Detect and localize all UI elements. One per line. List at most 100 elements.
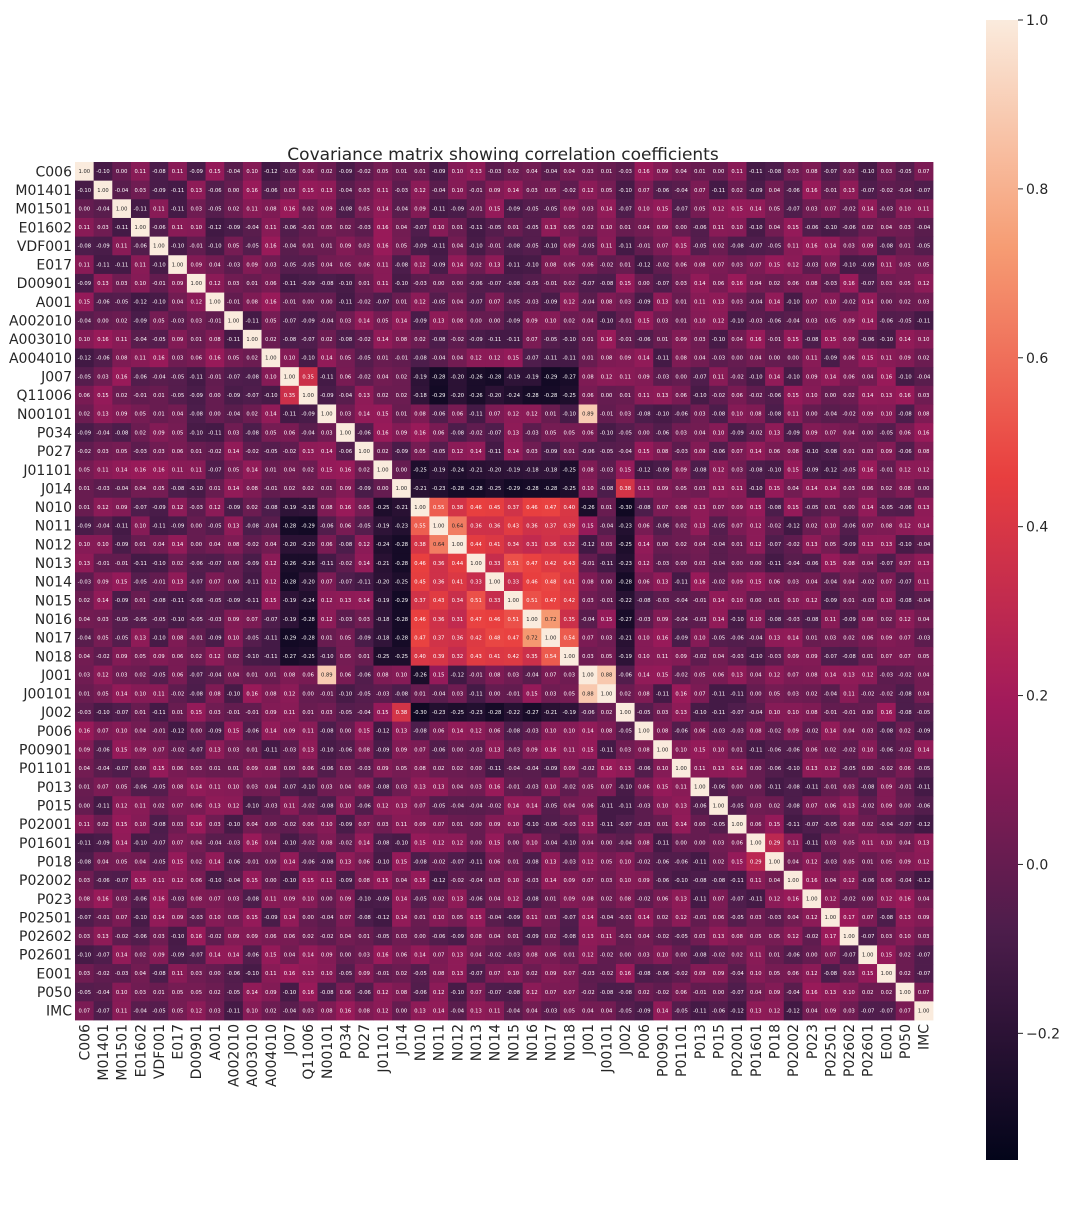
heatmap-cell-A001-P02602 (839, 292, 859, 312)
heatmap-cell-N014-M01501 (112, 572, 132, 592)
heatmap-cell-A003010-IMC (914, 329, 934, 349)
cell-value-label: -0.09 (469, 337, 482, 343)
cell-value-label: -0.09 (637, 1008, 650, 1014)
cell-value-label: 0.03 (843, 971, 855, 977)
cell-value-label: 1.00 (433, 524, 445, 530)
heatmap-cell-J007-Q11006 (298, 367, 318, 387)
cell-value-label: -0.12 (824, 468, 837, 474)
heatmap-cell-E01602-N018 (559, 217, 580, 238)
cell-value-label: 0.10 (694, 635, 706, 641)
cell-value-label: 0.10 (265, 374, 277, 380)
cell-value-label: 0.05 (825, 542, 837, 548)
heatmap-cell-A003010-N015 (504, 329, 524, 349)
cell-value-label: 0.09 (899, 859, 911, 865)
heatmap-cell-C006-E017 (168, 162, 188, 182)
cell-value-label: 0.11 (134, 262, 146, 268)
cell-value-label: 0.06 (675, 262, 687, 268)
heatmap-cell-P034-P02602 (839, 423, 859, 443)
heatmap-cell-C006-M01501 (112, 162, 132, 182)
cell-value-label: -0.08 (339, 337, 352, 343)
heatmap-cell-D00901-M01501 (112, 273, 132, 293)
heatmap-cell-N00101-M01501 (112, 404, 132, 424)
heatmap-cell-E017-N016 (522, 255, 542, 275)
heatmap-cell-A004010-E001 (877, 348, 897, 368)
x-tick-label: E01602 (133, 1024, 149, 1077)
heatmap-cell-N015-P01601 (746, 591, 766, 611)
heatmap-cell-P034-N016 (522, 423, 542, 443)
heatmap-cell-N012-E01602 (130, 535, 151, 555)
heatmap-cell-P027-C006 (75, 441, 95, 461)
heatmap-cell-Q11006-P050 (895, 385, 915, 405)
cell-value-label: 0.14 (358, 318, 370, 324)
y-tick-label: J001 (40, 668, 72, 684)
heatmap-cell-P034-A004010 (261, 423, 281, 443)
cell-value-label: 0.03 (340, 412, 352, 418)
cell-value-label: 0.13 (862, 542, 874, 548)
cell-value-label: 0.04 (396, 878, 408, 884)
cell-value-label: 0.04 (134, 486, 146, 492)
cell-value-label: 0.14 (396, 915, 408, 921)
cell-value-label: -0.04 (208, 673, 222, 679)
cell-value-label: -0.26 (301, 561, 314, 567)
cell-value-label: -0.06 (768, 318, 781, 324)
cell-value-label: 0.06 (713, 673, 725, 679)
cell-value-label: 0.01 (843, 449, 855, 455)
heatmap-cell-Q11006-P018 (765, 385, 785, 405)
heatmap-cell-Q11006-P01101 (671, 385, 691, 405)
heatmap-cell-M01401-P02601 (858, 180, 878, 200)
heatmap-cell-A004010-P02001 (727, 348, 747, 368)
heatmap-cell-VDF001-N017 (541, 236, 561, 256)
cell-value-label: 0.15 (97, 393, 109, 399)
cell-value-label: -0.06 (96, 878, 109, 884)
cell-value-label: 0.03 (881, 934, 893, 940)
cell-value-label: 0.05 (825, 318, 837, 324)
cell-value-label: -0.06 (357, 803, 370, 809)
cell-value-label: 0.12 (433, 990, 445, 996)
heatmap-cell-N013-Q11006 (298, 553, 318, 573)
cell-value-label: -0.09 (376, 747, 389, 753)
cell-value-label: 0.04 (284, 953, 296, 959)
cell-value-label: 1.00 (321, 412, 333, 418)
heatmap-cell-N012-M01501 (112, 535, 132, 555)
heatmap-cell-A004010-P01101 (671, 348, 691, 368)
x-tick-label: M01501 (115, 1024, 131, 1081)
cell-value-label: -0.01 (619, 337, 632, 343)
heatmap-cell-N013-D00901 (186, 553, 206, 573)
cell-value-label: 0.16 (246, 188, 258, 194)
cell-value-label: -0.10 (301, 356, 314, 362)
heatmap-cell-N018-P015 (709, 646, 729, 667)
heatmap-cell-J001-VDF001 (149, 665, 169, 685)
cell-value-label: -0.03 (824, 281, 837, 287)
cell-value-label: 0.09 (825, 262, 837, 268)
cell-value-label: 0.15 (582, 524, 594, 530)
heatmap-cell-M01501-M01401 (93, 199, 113, 219)
cell-value-label: -0.05 (78, 374, 91, 380)
cell-value-label: 0.14 (209, 953, 221, 959)
heatmap-cell-N011-N015 (504, 516, 524, 536)
heatmap-cell-N018-P027 (354, 646, 374, 667)
cell-value-label: 1.00 (582, 673, 594, 679)
heatmap-cell-M01401-A003010 (242, 180, 262, 200)
y-tick-label: M01501 (15, 202, 72, 218)
cell-value-label: 1.00 (769, 859, 781, 865)
heatmap-cell-P034-J00101 (597, 423, 617, 443)
cell-value-label: -0.07 (525, 356, 538, 362)
heatmap-cell-N014-E001 (877, 572, 897, 592)
heatmap-cell-N017-N011 (429, 628, 449, 648)
cell-value-label: -0.10 (880, 337, 893, 343)
heatmap-cell-M01401-N010 (410, 180, 430, 200)
cell-value-label: -0.07 (563, 915, 576, 921)
heatmap-cell-N011-P00901 (653, 516, 673, 536)
cell-value-label: 0.13 (79, 561, 91, 567)
heatmap-cell-N010-N018 (559, 497, 580, 517)
cell-value-label: 0.13 (843, 673, 855, 679)
heatmap-cell-N00101-N013 (466, 404, 486, 424)
cell-value-label: 0.04 (134, 729, 146, 735)
heatmap-cell-J01101-D00901 (186, 460, 206, 480)
cell-value-label: 0.09 (489, 822, 501, 828)
cell-value-label: 0.05 (134, 654, 146, 660)
cell-value-label: -0.08 (432, 337, 445, 343)
cell-value-label: -0.03 (768, 654, 781, 660)
heatmap-cell-N013-E01602 (130, 553, 151, 573)
cell-value-label: 0.10 (508, 822, 520, 828)
